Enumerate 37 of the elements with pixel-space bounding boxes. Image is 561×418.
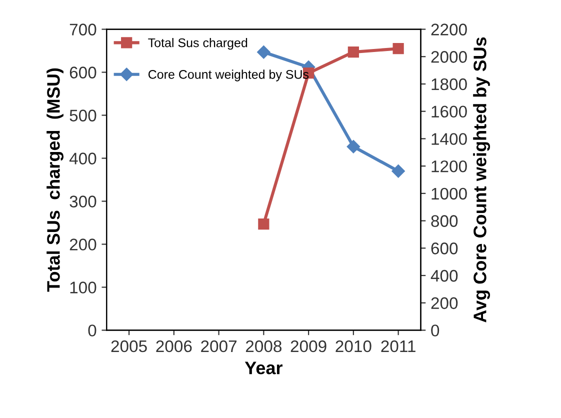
y2-tick-label: 800 xyxy=(431,215,458,227)
y2-tick-label: 2200 xyxy=(431,24,467,36)
point xyxy=(392,43,404,54)
x-tick-label: 2011 xyxy=(381,340,416,352)
x-tick-label: 2005 xyxy=(111,340,147,352)
y-tick-label: 400 xyxy=(69,152,96,164)
point xyxy=(257,46,270,59)
x-tick-label: 2010 xyxy=(336,340,372,352)
y2-tick-label: 1400 xyxy=(432,133,467,145)
y-tick-label: 100 xyxy=(70,282,96,294)
x-axis-title: Year xyxy=(244,362,282,374)
y-axis-title: Total SUs charged (MSU) xyxy=(46,68,64,292)
y-tick-label: 0 xyxy=(88,324,96,336)
x-tick-label: 2008 xyxy=(246,340,282,352)
y2-tick-label: 2000 xyxy=(431,51,467,63)
point xyxy=(392,164,405,178)
point xyxy=(258,218,270,230)
y-tick-label: 200 xyxy=(70,238,96,250)
y2-tick-label: 600 xyxy=(431,242,458,254)
y2-tick-label: 1800 xyxy=(432,78,467,90)
y2-tick-label: 400 xyxy=(430,270,458,282)
y2-tick-label: 1000 xyxy=(432,188,467,200)
point xyxy=(346,140,360,154)
y-tick-label: 300 xyxy=(70,196,96,208)
x-tick-label: 2006 xyxy=(156,340,192,352)
y-tick-label: 700 xyxy=(70,24,96,36)
y2-tick-label: 1600 xyxy=(432,106,467,118)
y2-axis-title: Avg Core Count weighted by SUs xyxy=(473,37,490,322)
legend-label: Total Sus charged xyxy=(148,38,248,50)
y2-tick-label: 200 xyxy=(431,297,458,310)
y2-tick-label: 1200 xyxy=(432,160,467,172)
y-tick-label: 500 xyxy=(70,110,96,122)
y-tick-label: 600 xyxy=(70,66,96,78)
y2-tick-label: 0 xyxy=(431,324,440,336)
point xyxy=(348,46,359,58)
x-tick-label: 2009 xyxy=(290,340,326,352)
x-tick-label: 2007 xyxy=(201,340,236,352)
